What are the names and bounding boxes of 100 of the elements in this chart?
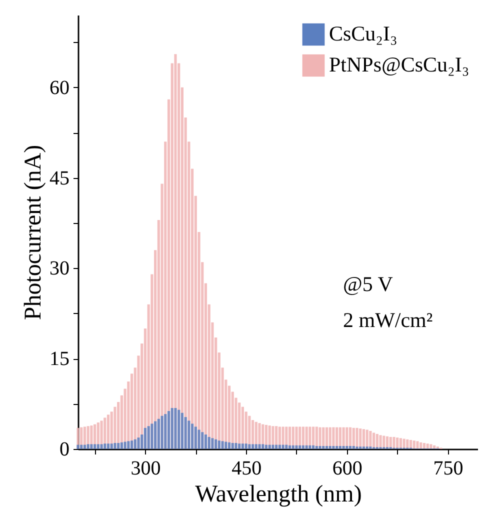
bar [201,432,204,449]
bar [392,436,396,449]
bar [285,444,288,449]
y-axis-title: Photocurrent (nA) [20,144,46,320]
x-tick-label: 300 [130,458,161,480]
bar [134,439,136,449]
bar [224,442,228,449]
bar [315,446,318,449]
bar [214,439,218,449]
bar [130,440,134,449]
bar [204,434,208,449]
bar [348,446,352,449]
legend-label: CsCu₂I₃ [329,22,398,46]
y-tick-label: 60 [50,76,70,99]
bar [164,414,167,449]
y-tick-label: 0 [60,438,70,460]
bar [262,444,264,449]
bar [352,446,355,449]
bar [268,444,271,449]
bar [342,446,345,449]
bar [305,445,308,449]
bar [420,442,422,449]
bar [318,446,322,449]
bar [251,444,254,449]
bar [426,444,429,449]
bar [90,444,93,449]
bar [258,444,261,449]
bar [124,442,126,449]
bar [188,420,190,449]
bar [167,411,170,449]
bar [325,446,328,449]
bar [430,444,432,449]
bar [83,444,86,449]
bar [86,444,90,449]
bar [298,445,302,449]
bar [96,444,100,449]
bar [94,444,96,449]
bar [157,418,160,449]
x-tick-label: 600 [332,458,362,480]
bar [114,442,116,449]
bar [100,444,103,449]
bar [154,421,157,449]
bar [332,446,335,449]
bar [244,444,248,449]
bar [218,440,220,449]
bar [234,442,238,449]
x-tick-label: 450 [232,458,262,480]
bar [264,444,268,449]
bar [238,444,241,449]
bar [336,446,338,449]
bar [396,438,399,449]
bar [80,444,83,449]
bar [248,444,251,449]
bar [127,441,130,449]
bar [272,444,274,449]
bar [221,441,224,449]
bar [198,430,200,449]
bar [180,412,184,449]
bar [208,436,210,449]
bar [282,444,284,449]
y-tick-label: 30 [50,258,70,280]
annotation: @5 V [343,272,393,296]
bar [422,442,426,449]
bar [416,441,419,449]
bar [338,446,342,449]
bar [170,408,174,449]
bar [288,445,292,449]
x-tick-label: 750 [433,458,464,480]
bar [147,426,150,449]
bar [76,444,80,449]
bar [160,416,164,449]
y-tick-label: 15 [50,348,70,370]
bar [412,440,416,449]
bar [231,442,234,449]
bar [302,445,305,449]
bar [144,428,147,449]
bar [241,444,244,449]
bar [190,424,194,449]
bar [328,446,332,449]
bar [120,442,123,449]
bar [150,424,154,449]
bar [194,426,197,449]
bar [106,444,110,449]
bar [137,438,140,449]
bar [184,417,187,449]
x-axis-title: Wavelength (nm) [195,482,362,508]
bar [295,445,298,449]
annotation: 2 mW/cm² [343,308,433,332]
bar [110,444,113,449]
bar [275,444,278,449]
bar [312,445,315,449]
bar [104,444,106,449]
bar [292,445,294,449]
legend-label: PtNPs@CsCu₂I₃ [329,52,470,76]
bar [278,444,281,449]
bar [399,438,402,449]
bar [174,408,177,449]
y-tick-label: 45 [50,167,70,190]
bar [308,445,312,449]
bar [228,442,231,449]
